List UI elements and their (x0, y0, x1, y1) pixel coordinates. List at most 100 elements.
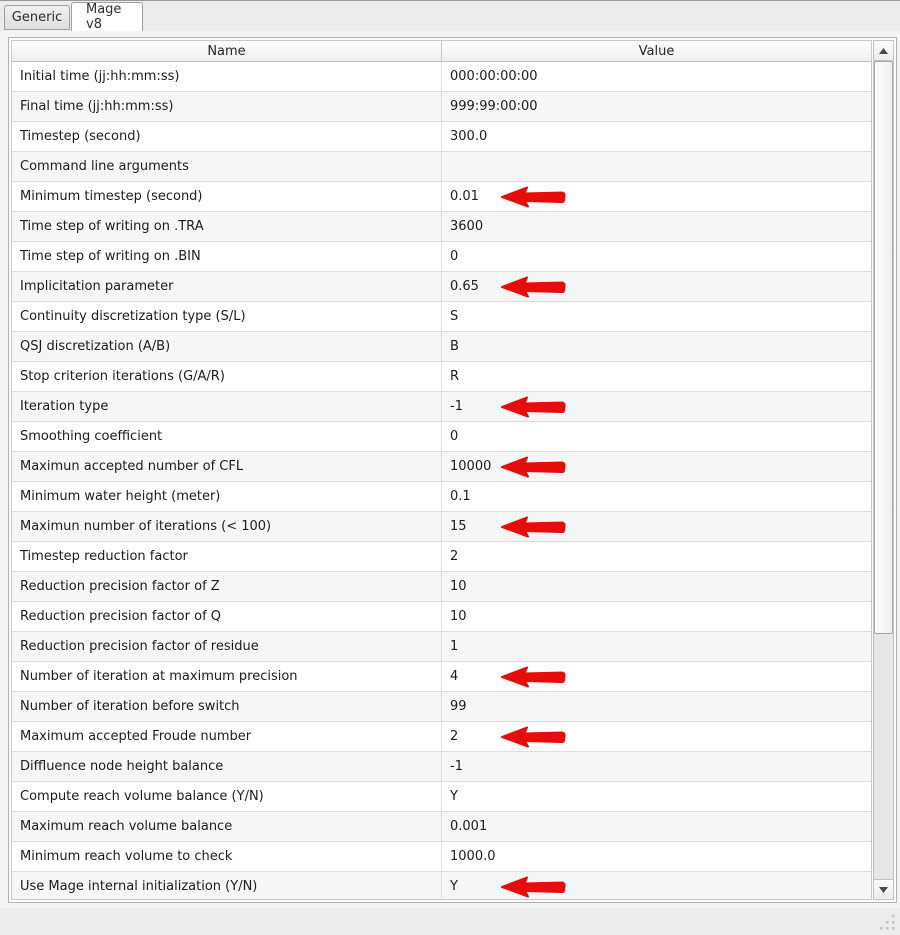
param-value[interactable]: S (442, 302, 871, 331)
param-value[interactable]: 000:00:00:00 (442, 62, 871, 91)
param-value[interactable]: 99 (442, 692, 871, 721)
param-name[interactable]: Initial time (jj:hh:mm:ss) (12, 62, 442, 91)
table-row[interactable]: Number of iteration at maximum precision… (12, 662, 871, 692)
param-name[interactable]: Implicitation parameter (12, 272, 442, 301)
table-row[interactable]: Reduction precision factor of residue 1 (12, 632, 871, 662)
param-name[interactable]: Minimum timestep (second) (12, 182, 442, 211)
param-value[interactable]: Y (442, 782, 871, 811)
param-value[interactable]: B (442, 332, 871, 361)
param-name[interactable]: Diffluence node height balance (12, 752, 442, 781)
param-name[interactable]: Number of iteration before switch (12, 692, 442, 721)
param-name[interactable]: Command line arguments (12, 152, 442, 181)
param-name[interactable]: Smoothing coefficient (12, 422, 442, 451)
param-name[interactable]: QSJ discretization (A/B) (12, 332, 442, 361)
table-row[interactable]: Final time (jj:hh:mm:ss) 999:99:00:00 (12, 92, 871, 122)
param-value[interactable]: 999:99:00:00 (442, 92, 871, 121)
table-row[interactable]: Use Mage internal initialization (Y/N) Y (12, 872, 871, 899)
vertical-scrollbar[interactable] (873, 40, 894, 900)
resize-grip-icon[interactable] (879, 915, 897, 931)
param-name[interactable]: Reduction precision factor of residue (12, 632, 442, 661)
column-header-name[interactable]: Name (12, 41, 442, 61)
param-name[interactable]: Timestep reduction factor (12, 542, 442, 571)
table-row[interactable]: Minimum reach volume to check 1000.0 (12, 842, 871, 872)
table-row[interactable]: QSJ discretization (A/B) B (12, 332, 871, 362)
param-value[interactable]: 1 (442, 632, 871, 661)
table-row[interactable]: Maximun number of iterations (< 100) 15 (12, 512, 871, 542)
param-name[interactable]: Stop criterion iterations (G/A/R) (12, 362, 442, 391)
param-name[interactable]: Reduction precision factor of Z (12, 572, 442, 601)
param-value[interactable]: Y (442, 872, 871, 899)
table-row[interactable]: Maximun accepted number of CFL 10000 (12, 452, 871, 482)
table-row[interactable]: Time step of writing on .BIN 0 (12, 242, 871, 272)
param-name[interactable]: Iteration type (12, 392, 442, 421)
tab-mage-v8[interactable]: Mage v8 (71, 2, 143, 32)
red-arrow-icon (501, 516, 566, 538)
param-name[interactable]: Maximum reach volume balance (12, 812, 442, 841)
table-row[interactable]: Minimum water height (meter) 0.1 (12, 482, 871, 512)
param-value-text: 0.65 (450, 279, 479, 294)
param-value[interactable]: 10 (442, 602, 871, 631)
scroll-up-button[interactable] (874, 41, 893, 61)
table-row[interactable]: Timestep reduction factor 2 (12, 542, 871, 572)
table-row[interactable]: Minimum timestep (second) 0.01 (12, 182, 871, 212)
param-name[interactable]: Use Mage internal initialization (Y/N) (12, 872, 442, 899)
param-name[interactable]: Maximum accepted Froude number (12, 722, 442, 751)
param-value[interactable]: 0 (442, 242, 871, 271)
table-row[interactable]: Implicitation parameter 0.65 (12, 272, 871, 302)
column-header-value[interactable]: Value (638, 43, 675, 59)
param-name[interactable]: Number of iteration at maximum precision (12, 662, 442, 691)
table-row[interactable]: Iteration type -1 (12, 392, 871, 422)
param-name[interactable]: Final time (jj:hh:mm:ss) (12, 92, 442, 121)
param-value[interactable]: 0.65 (442, 272, 871, 301)
param-value-text: 1000.0 (450, 849, 496, 864)
param-name[interactable]: Minimum water height (meter) (12, 482, 442, 511)
table-row[interactable]: Compute reach volume balance (Y/N) Y (12, 782, 871, 812)
param-value[interactable]: 2 (442, 722, 871, 751)
table-row[interactable]: Maximum accepted Froude number 2 (12, 722, 871, 752)
param-value[interactable] (442, 152, 871, 181)
param-name[interactable]: Time step of writing on .TRA (12, 212, 442, 241)
param-name[interactable]: Timestep (second) (12, 122, 442, 151)
param-value[interactable]: 4 (442, 662, 871, 691)
param-value[interactable]: 2 (442, 542, 871, 571)
table-row[interactable]: Reduction precision factor of Q 10 (12, 602, 871, 632)
param-name[interactable]: Reduction precision factor of Q (12, 602, 442, 631)
param-name[interactable]: Maximun accepted number of CFL (12, 452, 442, 481)
param-value-text: Y (450, 789, 458, 804)
param-value[interactable]: 0 (442, 422, 871, 451)
scrollbar-track[interactable] (874, 61, 893, 879)
param-name[interactable]: Continuity discretization type (S/L) (12, 302, 442, 331)
param-value[interactable]: 300.0 (442, 122, 871, 151)
param-value[interactable]: 0.1 (442, 482, 871, 511)
table-row[interactable]: Time step of writing on .TRA 3600 (12, 212, 871, 242)
param-value[interactable]: 1000.0 (442, 842, 871, 871)
table-row[interactable]: Number of iteration before switch 99 (12, 692, 871, 722)
param-name[interactable]: Maximun number of iterations (< 100) (12, 512, 442, 541)
param-value[interactable]: 10000 (442, 452, 871, 481)
table-row[interactable]: Timestep (second) 300.0 (12, 122, 871, 152)
param-value[interactable]: 0.01 (442, 182, 871, 211)
table-row[interactable]: Stop criterion iterations (G/A/R) R (12, 362, 871, 392)
table-row[interactable]: Continuity discretization type (S/L) S (12, 302, 871, 332)
param-value[interactable]: -1 (442, 392, 871, 421)
table-row[interactable]: Diffluence node height balance -1 (12, 752, 871, 782)
param-value[interactable]: 10 (442, 572, 871, 601)
param-value[interactable]: 3600 (442, 212, 871, 241)
table-row[interactable]: Initial time (jj:hh:mm:ss) 000:00:00:00 (12, 62, 871, 92)
param-name[interactable]: Minimum reach volume to check (12, 842, 442, 871)
scroll-down-button[interactable] (874, 879, 893, 899)
table-row[interactable]: Smoothing coefficient 0 (12, 422, 871, 452)
param-value[interactable]: R (442, 362, 871, 391)
param-value[interactable]: 0.001 (442, 812, 871, 841)
scrollbar-thumb[interactable] (874, 61, 893, 634)
table-row[interactable]: Command line arguments (12, 152, 871, 182)
param-value-text: 99 (450, 699, 467, 714)
param-value[interactable]: -1 (442, 752, 871, 781)
param-name[interactable]: Time step of writing on .BIN (12, 242, 442, 271)
table-row[interactable]: Reduction precision factor of Z 10 (12, 572, 871, 602)
param-value[interactable]: 15 (442, 512, 871, 541)
table-row[interactable]: Maximum reach volume balance 0.001 (12, 812, 871, 842)
tab-generic[interactable]: Generic (4, 5, 70, 30)
param-value-text: 300.0 (450, 129, 488, 144)
param-name[interactable]: Compute reach volume balance (Y/N) (12, 782, 442, 811)
